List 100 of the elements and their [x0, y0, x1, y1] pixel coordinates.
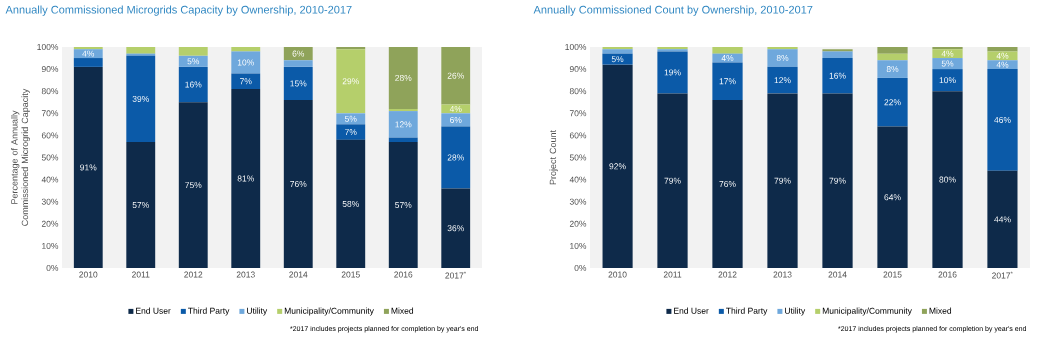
bar [441, 126, 471, 189]
bar [388, 47, 418, 109]
y-tick-label: 60% [569, 132, 587, 139]
bar [336, 139, 366, 268]
y-tick-label: 30% [569, 198, 587, 205]
y-tick-label: 70% [569, 110, 587, 117]
y-tick-label: 40% [569, 176, 587, 183]
bar [987, 69, 1018, 171]
y-axis-title: Percentage of Annually Commissioned Microgrid Capacity [10, 88, 30, 226]
y-tick-label: 0% [574, 265, 587, 271]
y-tick-label: 30% [41, 198, 59, 205]
bar [283, 100, 313, 268]
bar [231, 47, 261, 52]
bar [602, 53, 633, 65]
x-tick-label: 2015 [341, 271, 360, 278]
bar [987, 170, 1018, 268]
y-tick-label: 100% [37, 44, 59, 50]
y-tick-label: 60% [41, 132, 59, 139]
data-label: 76% [719, 181, 736, 188]
bar [441, 113, 471, 127]
legend-label: Utility [785, 307, 806, 316]
bar [126, 47, 156, 54]
legend-label: Utility [247, 307, 268, 316]
data-label: 92% [609, 163, 626, 170]
bar [877, 126, 908, 268]
x-tick-label: 2016 [394, 271, 413, 278]
chart-title: Annually Commissioned Count by Ownership, 2010-2017 [533, 5, 813, 16]
bar [657, 93, 688, 268]
bar [932, 91, 963, 268]
bar [73, 49, 103, 59]
bar [73, 47, 103, 50]
data-label: 79% [774, 177, 791, 184]
bar [178, 47, 208, 56]
chart-title: Annually Commissioned Microgrids Capacity by Ownership, 2010-2017 [5, 5, 352, 16]
data-label: 5% [187, 58, 200, 65]
bar [602, 64, 633, 268]
y-tick-label: 100% [565, 44, 587, 50]
bar [336, 124, 366, 140]
legend-label: Municipality/Community [284, 307, 374, 316]
bar [822, 51, 853, 59]
legend-label: End User [136, 307, 171, 314]
data-label: 39% [132, 95, 149, 102]
y-tick-label: 80% [41, 88, 59, 95]
y-tick-label: 80% [569, 88, 587, 95]
data-label: 79% [829, 177, 846, 184]
bar [712, 100, 743, 268]
bar [231, 88, 261, 268]
bar [822, 58, 853, 94]
bar [178, 102, 208, 268]
bar [73, 66, 103, 268]
data-label: 79% [664, 177, 681, 184]
bar [388, 142, 418, 268]
bar [932, 49, 963, 59]
bar [877, 60, 908, 78]
x-tick-label: 2012 [184, 271, 203, 278]
x-tick-label: 2011 [663, 271, 682, 278]
bar [877, 77, 908, 127]
data-label: 10% [237, 59, 254, 66]
bar [126, 142, 156, 268]
y-tick-label: 20% [569, 220, 587, 227]
y-tick-label: 10% [570, 242, 587, 249]
y-tick-label: 50% [569, 154, 587, 161]
data-label: 44% [994, 216, 1011, 223]
data-label: 15% [290, 80, 307, 87]
x-tick-label: 2013 [773, 271, 792, 278]
legend-label: Mixed [929, 307, 952, 314]
data-label: 19% [664, 69, 681, 76]
y-tick-label: 90% [41, 66, 59, 73]
bar [231, 73, 261, 89]
bar [712, 47, 743, 54]
data-label: 76% [290, 181, 307, 188]
data-label: 16% [829, 72, 846, 79]
data-label: 26% [447, 72, 464, 79]
bar [336, 49, 366, 114]
x-tick-label: 2017$^{*}$ [445, 271, 467, 279]
bar [932, 69, 963, 92]
bar [767, 49, 798, 67]
x-tick-label: 2010 [608, 271, 627, 278]
data-label: 29% [342, 78, 359, 85]
x-tick-label: 2014 [289, 271, 308, 278]
bar [178, 66, 208, 103]
data-label: 7% [345, 129, 357, 136]
y-tick-label: 70% [41, 110, 59, 117]
data-label: 22% [884, 99, 901, 106]
legend-label: Third Party [726, 307, 768, 316]
bar [126, 53, 156, 56]
legend-label: End User [674, 307, 709, 314]
bar [441, 188, 471, 268]
bar [336, 113, 366, 125]
y-tick-label: 50% [41, 154, 59, 161]
bar [987, 47, 1018, 52]
data-label: 91% [80, 164, 97, 171]
x-tick-label: 2010 [79, 271, 98, 278]
bar [767, 66, 798, 94]
data-label: 4% [996, 61, 1009, 68]
bar [388, 137, 418, 143]
bar [822, 49, 853, 52]
bar [441, 47, 471, 105]
bar [987, 51, 1018, 61]
x-tick-label: 2014 [828, 271, 847, 278]
